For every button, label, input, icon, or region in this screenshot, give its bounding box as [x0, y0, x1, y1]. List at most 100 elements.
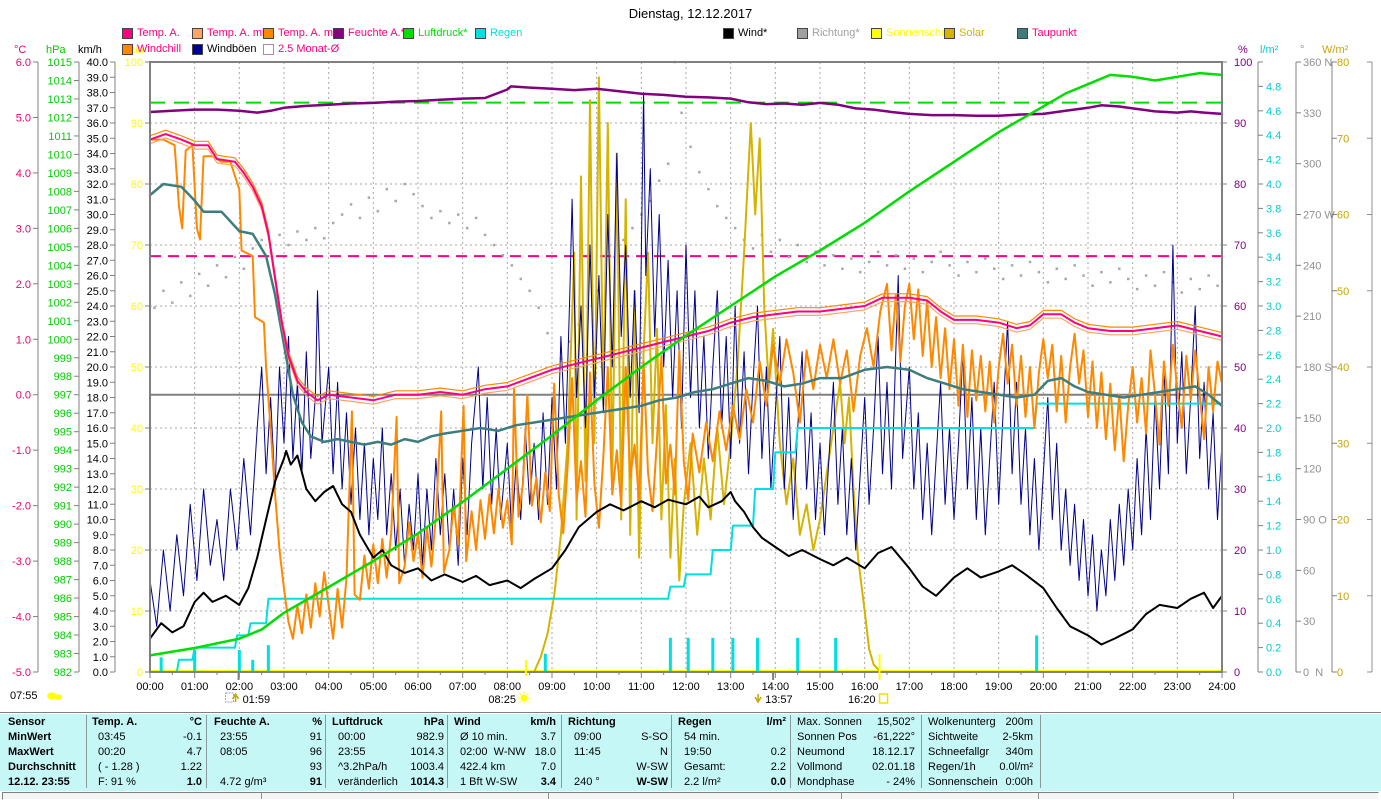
- legend-swatch-2-5-monat-icon: [263, 44, 274, 55]
- svg-text:07:55: 07:55: [10, 690, 38, 702]
- svg-text:2.0: 2.0: [1266, 423, 1281, 435]
- svg-text:6.0: 6.0: [93, 576, 108, 588]
- svg-text:12.0: 12.0: [87, 484, 108, 496]
- info-value: 340m: [1005, 746, 1033, 758]
- axis-unit-: °: [1300, 44, 1304, 56]
- series-wind: [149, 449, 1223, 646]
- svg-text:150: 150: [1303, 413, 1321, 425]
- status-strip-divider: [548, 793, 549, 799]
- svg-text:50: 50: [1234, 362, 1246, 374]
- svg-text:0.4: 0.4: [1266, 618, 1281, 630]
- axis-: 0 N 30 60 90 O 120 150 180 S 210 240 270 W 300 330 3…: [1295, 44, 1335, 679]
- info-value: 0:00h: [1005, 776, 1033, 788]
- svg-text:38.0: 38.0: [87, 88, 108, 100]
- col-header-richtung: Richtung: [568, 716, 616, 728]
- value: 3.4: [540, 776, 556, 788]
- svg-text:18:00: 18:00: [940, 681, 968, 693]
- svg-text:1009: 1009: [48, 168, 72, 180]
- svg-text:30: 30: [1337, 438, 1349, 450]
- event-markers: 07:55 01:59 08:25 13:57 16:20: [10, 654, 889, 706]
- svg-text:1015: 1015: [48, 57, 72, 69]
- svg-text:16:00: 16:00: [851, 681, 879, 693]
- svg-text:29.0: 29.0: [87, 225, 108, 237]
- svg-text:20.0: 20.0: [87, 362, 108, 374]
- info-label: Max. Sonnen: [797, 716, 862, 728]
- svg-text:5.0: 5.0: [93, 591, 108, 603]
- svg-text:22.0: 22.0: [87, 332, 108, 344]
- svg-text:985: 985: [54, 612, 72, 624]
- svg-text:60: 60: [1303, 565, 1315, 577]
- svg-text:210: 210: [1303, 311, 1321, 323]
- svg-text:15:00: 15:00: [806, 681, 834, 693]
- svg-text:3.0: 3.0: [1266, 301, 1281, 313]
- axis-unit-hpa: hPa: [46, 44, 66, 56]
- svg-text:21:00: 21:00: [1074, 681, 1102, 693]
- table-column-divider: [325, 715, 326, 788]
- gridlines: [150, 62, 1222, 672]
- info-label: Sonnen Pos: [797, 731, 857, 743]
- moon-icon: [47, 692, 62, 700]
- svg-text:10: 10: [131, 606, 143, 618]
- svg-text:4.4: 4.4: [1266, 130, 1281, 142]
- svg-text:997: 997: [54, 390, 72, 402]
- value: 1014.3: [410, 746, 444, 758]
- svg-text:34.0: 34.0: [87, 149, 108, 161]
- sunset-icon: [878, 693, 889, 704]
- svg-text:4.2: 4.2: [1266, 155, 1281, 167]
- svg-text:1003: 1003: [48, 279, 72, 291]
- value-label: 1 Bft W-SW: [460, 776, 518, 788]
- svg-text:992: 992: [54, 482, 72, 494]
- svg-text:60: 60: [1337, 210, 1349, 222]
- svg-text:1004: 1004: [48, 260, 72, 272]
- svg-text:25.0: 25.0: [87, 286, 108, 298]
- row-label-maxwert: MaxWert: [8, 746, 54, 758]
- value: 91: [309, 731, 322, 743]
- svg-text:988: 988: [54, 556, 72, 568]
- row-label-12-12-23-55: 12.12. 23:55: [8, 776, 70, 788]
- svg-text:8.0: 8.0: [93, 545, 108, 557]
- svg-text:1.4: 1.4: [1266, 496, 1281, 508]
- svg-text:28.0: 28.0: [87, 240, 108, 252]
- svg-text:32.0: 32.0: [87, 179, 108, 191]
- svg-text:13.0: 13.0: [87, 469, 108, 481]
- svg-text:1000: 1000: [48, 334, 72, 346]
- svg-text:0: 0: [1337, 667, 1343, 679]
- svg-text:2.8: 2.8: [1266, 325, 1281, 337]
- svg-text:10:00: 10:00: [583, 681, 611, 693]
- value: 93: [309, 761, 322, 773]
- svg-text:1008: 1008: [48, 186, 72, 198]
- axis-: 0 10 20 30 40 50 60 70 80 90 100%: [1222, 44, 1252, 679]
- event-07-55: 07:55: [10, 690, 62, 702]
- svg-text:0.0: 0.0: [16, 390, 31, 402]
- svg-text:993: 993: [54, 464, 72, 476]
- info-label: Sonnenschein: [928, 776, 998, 788]
- legend-swatch-regen-icon: [475, 28, 486, 39]
- svg-text:1006: 1006: [48, 223, 72, 235]
- svg-text:04:00: 04:00: [315, 681, 343, 693]
- value-label: 422.4 km: [460, 761, 506, 773]
- axes: -5.0 -4.0 -3.0 -2.0 -1.0 0.0 1.0 2.0 3.0 4.0 5.0 6.…: [12, 44, 1373, 679]
- col-header-regen: Regen: [678, 716, 712, 728]
- svg-text:0.8: 0.8: [1266, 569, 1281, 581]
- svg-text:15.0: 15.0: [87, 438, 108, 450]
- value-label: Ø 10 min.: [460, 731, 508, 743]
- legend-swatch-solar-icon: [944, 28, 955, 39]
- svg-text:70: 70: [131, 240, 143, 252]
- info-value: -61,222°: [873, 731, 915, 743]
- svg-text:70: 70: [1337, 133, 1349, 145]
- svg-text:13:57: 13:57: [765, 694, 793, 706]
- svg-text:05:00: 05:00: [360, 681, 388, 693]
- event-01-59: 01:59: [225, 672, 270, 706]
- svg-text:3.0: 3.0: [16, 223, 31, 235]
- legend-label: Temp. A. max: [278, 27, 345, 39]
- svg-text:0: 0: [1234, 667, 1240, 679]
- svg-text:80: 80: [1234, 179, 1246, 191]
- svg-text:270 W: 270 W: [1303, 210, 1335, 222]
- value-label: ^3.2hPa/h: [338, 761, 388, 773]
- svg-text:30: 30: [1234, 484, 1246, 496]
- x-axis: 00:00 01:00 02:00 03:00 04:00 05:00 06:00 07:00…: [136, 672, 1236, 693]
- moonrise-icon: [225, 692, 240, 703]
- row-label-minwert: MinWert: [8, 731, 52, 743]
- svg-text:2.0: 2.0: [16, 279, 31, 291]
